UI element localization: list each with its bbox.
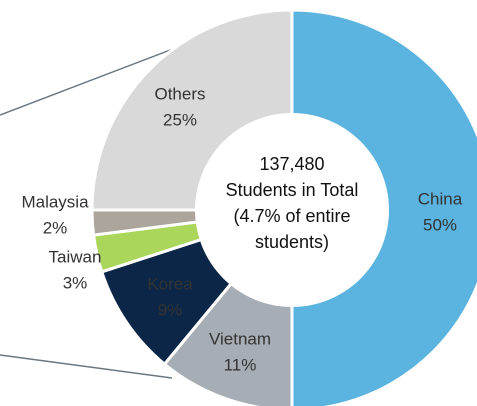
slice-value: 50%: [423, 215, 457, 234]
donut-hole: [195, 113, 389, 307]
slice-value: 25%: [163, 110, 197, 129]
slice-label: China: [418, 189, 463, 208]
slice-value: 11%: [224, 355, 257, 374]
slice-label: Malaysia: [21, 192, 89, 211]
slice-label: Vietnam: [209, 329, 271, 348]
slice-value: 9%: [158, 300, 183, 319]
center-text: students): [255, 232, 329, 252]
slice-value: 2%: [43, 218, 68, 237]
slice-label: Taiwan: [49, 247, 102, 266]
center-text: (4.7% of entire: [233, 206, 350, 226]
callout-line: [0, 354, 173, 379]
center-text: Students in Total: [226, 180, 359, 200]
slice-label: Others: [154, 84, 205, 103]
slice-value: 3%: [63, 273, 88, 292]
slice-label: Korea: [147, 274, 193, 293]
center-text: 137,480: [259, 154, 324, 174]
